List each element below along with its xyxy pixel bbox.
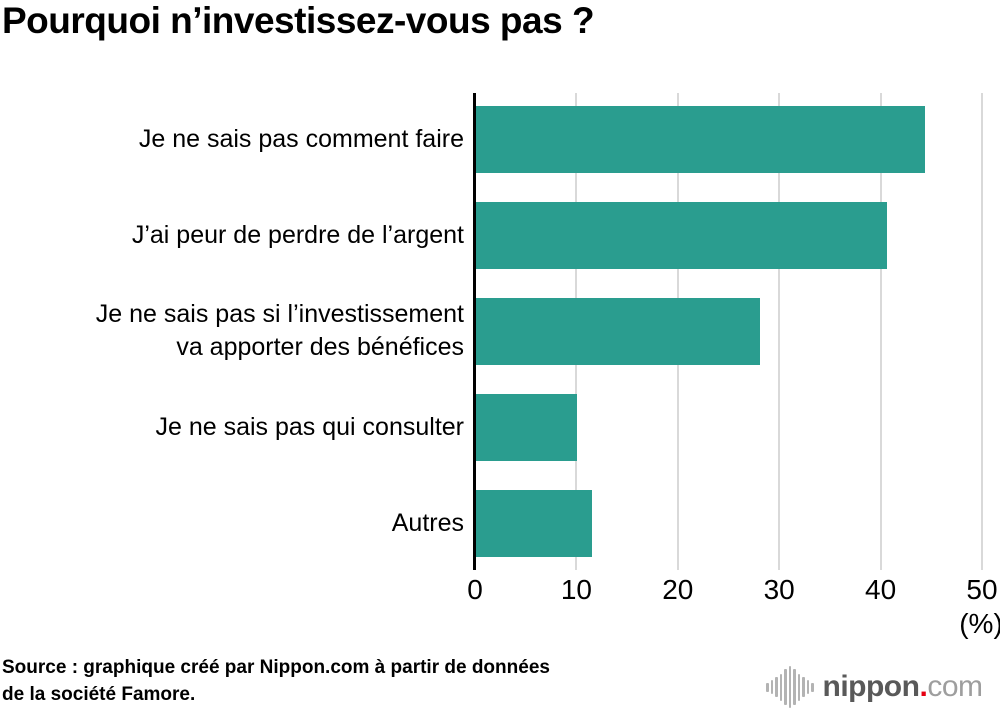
source-note-line2: de la société Famore. xyxy=(2,684,196,705)
logo-wordmark: nippon.com xyxy=(822,670,984,704)
category-label-line: va apporter des bénéfices xyxy=(176,333,464,362)
category-label-line: J’ai peur de perdre de l’argent xyxy=(131,220,464,249)
category-label-3: Je ne sais pas qui consulter xyxy=(0,382,464,473)
bar-row-1 xyxy=(476,201,887,269)
gridline-30 xyxy=(778,93,781,570)
bar-row-3 xyxy=(476,393,578,461)
chart-title: Pourquoi n’investissez-vous pas ? xyxy=(2,0,595,41)
bar-chart: Je ne sais pas comment faire J’ai peur de… xyxy=(0,93,1000,639)
category-label-4: Autres xyxy=(0,478,464,569)
nippon-logo: nippon.com xyxy=(766,664,983,710)
x-axis-unit-label: (%) xyxy=(959,608,1000,639)
bar-row-0 xyxy=(476,106,926,173)
category-label-2: Je ne sais pas si l’investissement va app… xyxy=(0,286,464,377)
logo-dot: . xyxy=(919,670,928,703)
source-note: Source : graphique créé par Nippon.com à… xyxy=(2,654,550,708)
category-label-line: Je ne sais pas comment faire xyxy=(138,125,464,153)
gridline-50 xyxy=(981,93,983,570)
category-label-0: Je ne sais pas comment faire xyxy=(0,94,464,185)
category-label-line: Je ne sais pas qui consulter xyxy=(155,412,464,441)
soundwave-icon xyxy=(766,666,814,708)
category-label-line: Autres xyxy=(391,508,464,537)
category-label-line: Je ne sais pas si l’investissement xyxy=(95,300,464,329)
x-tick-label-50: 50 xyxy=(966,574,998,605)
gridline-40 xyxy=(879,93,882,570)
y-axis-line xyxy=(473,93,476,570)
bar-row-2 xyxy=(476,297,760,365)
logo-tld: com xyxy=(927,670,983,703)
bar-row-4 xyxy=(476,489,592,557)
x-tick-label-40: 40 xyxy=(865,574,897,605)
category-label-1: J’ai peur de perdre de l’argent xyxy=(0,190,464,281)
x-tick-label-20: 20 xyxy=(662,574,694,605)
x-tick-label-10: 10 xyxy=(560,574,592,605)
source-note-line1: Source : graphique créé par Nippon.com à… xyxy=(2,657,550,678)
x-tick-label-30: 30 xyxy=(763,574,795,605)
logo-name: nippon xyxy=(822,670,920,703)
x-tick-label-0: 0 xyxy=(467,574,483,605)
